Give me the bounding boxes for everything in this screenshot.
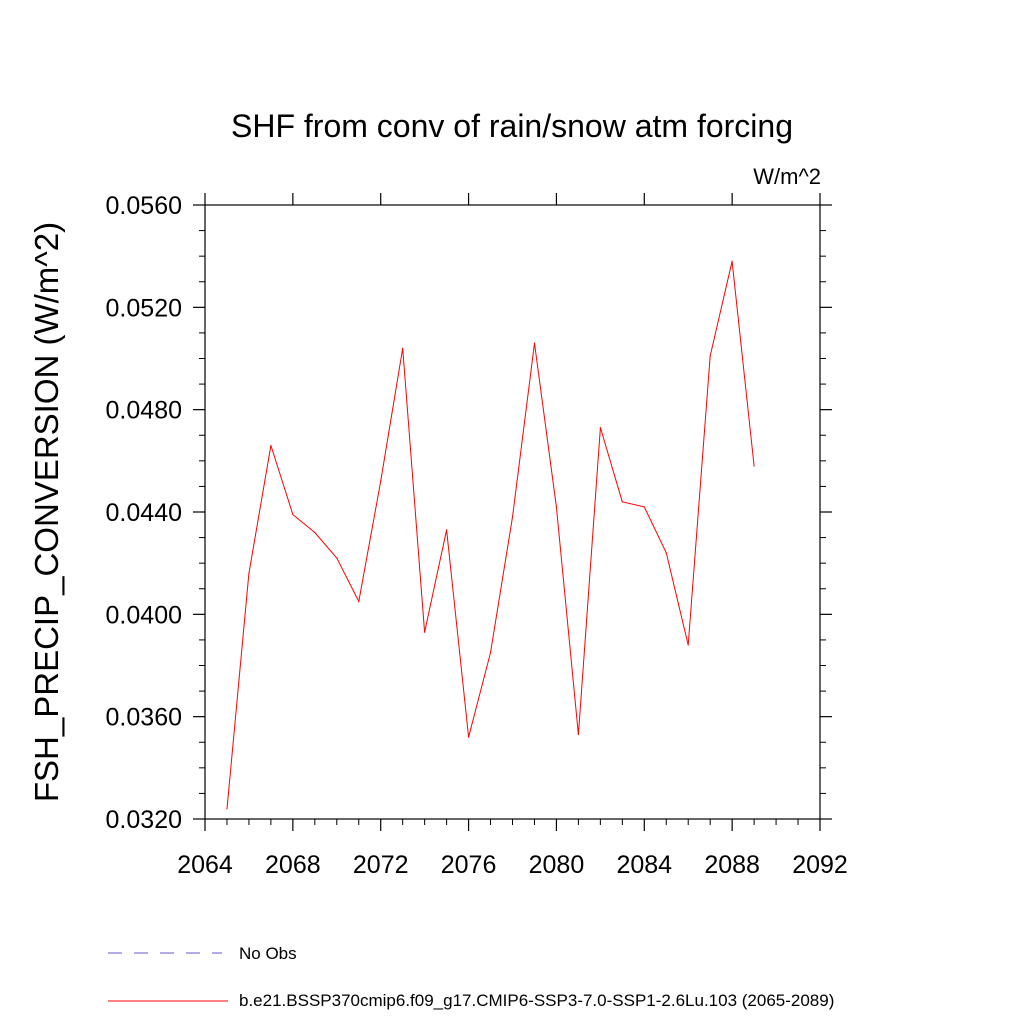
x-tick-labels: 2064 2068 2072 2076 2080 2084 2088 2092	[177, 851, 848, 879]
series-point	[424, 631, 426, 633]
x-tick-label: 2080	[529, 851, 585, 879]
y-axis-label: FSH_PRECIP_CONVERSION (W/m^2)	[28, 222, 65, 802]
series-point	[621, 501, 623, 503]
series-line	[226, 261, 755, 809]
y-tick-label: 0.0360	[106, 704, 182, 732]
y-tick-label: 0.0440	[106, 499, 182, 527]
x-tick-label: 2072	[353, 851, 409, 879]
x-tick-label: 2088	[704, 851, 760, 879]
series-point	[687, 644, 689, 646]
series-point	[226, 808, 228, 810]
series-point	[314, 531, 316, 534]
x-tick-label: 2076	[441, 851, 497, 879]
series-point	[336, 557, 338, 559]
series-point	[358, 600, 360, 603]
series-point	[292, 513, 294, 516]
series-point	[599, 426, 601, 429]
x-tick-label: 2068	[265, 851, 321, 879]
y-tick-label: 0.0400	[106, 601, 182, 629]
axis-ticks	[193, 193, 832, 831]
series-point	[248, 572, 250, 575]
x-tick-label: 2064	[177, 851, 233, 879]
series-point	[402, 347, 404, 349]
legend-label-series: b.e21.BSSP370cmip6.f09_g17.CMIP6-SSP3-7.…	[239, 991, 834, 1010]
series-point	[380, 480, 382, 482]
series-point	[643, 506, 645, 508]
chart-title: SHF from conv of rain/snow atm forcing	[231, 108, 793, 144]
y-tick-label: 0.0520	[106, 294, 182, 322]
series-point	[511, 516, 514, 518]
series-point	[467, 736, 470, 738]
y-tick-labels: 0.0320 0.0360 0.0400 0.0440 0.0480 0.0520 0.05…	[106, 192, 182, 834]
units-label: W/m^2	[753, 164, 821, 189]
series-point	[533, 342, 536, 344]
series-point	[555, 506, 558, 508]
x-tick-label: 2092	[792, 851, 848, 879]
series-point	[489, 652, 492, 654]
y-tick-label: 0.0320	[106, 806, 182, 834]
plot-frame	[204, 204, 821, 820]
x-tick-label: 2084	[616, 851, 672, 879]
series-point	[270, 444, 272, 447]
series-point	[577, 733, 579, 736]
series-point	[731, 260, 733, 262]
legend-label-no-obs: No Obs	[239, 944, 297, 963]
y-tick-label: 0.0480	[106, 397, 182, 425]
legend: No Obs b.e21.BSSP370cmip6.f09_g17.CMIP6-…	[108, 944, 834, 1010]
series-point	[753, 465, 755, 467]
series-point	[446, 529, 448, 531]
y-tick-label: 0.0560	[106, 192, 182, 220]
series-point	[665, 552, 667, 554]
series-layer	[226, 260, 755, 810]
series-point	[709, 355, 711, 357]
